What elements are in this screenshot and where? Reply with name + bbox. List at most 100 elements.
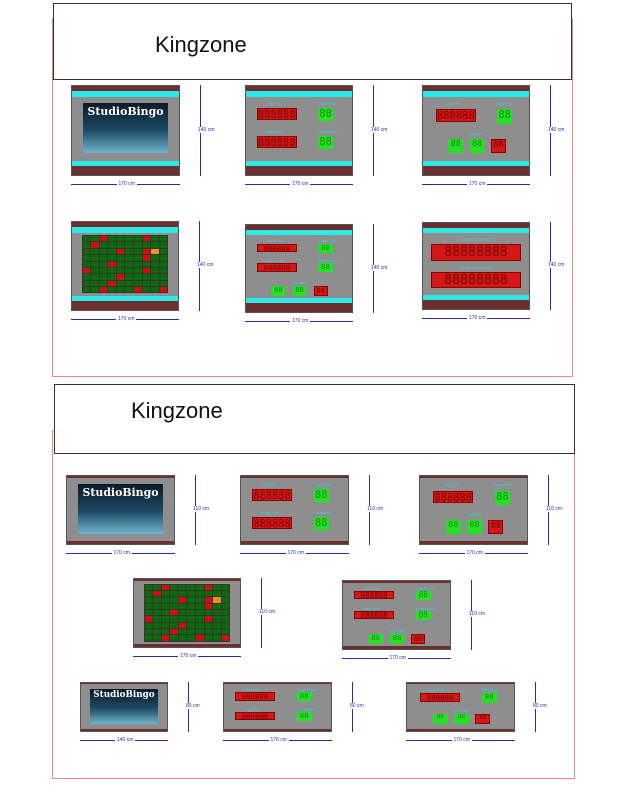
bingo-cell: [187, 635, 196, 641]
display-panel-logo: StudioBingo: [71, 85, 180, 176]
bingo-cell: [108, 274, 116, 280]
height-dimension-label: 110 cm: [469, 611, 486, 617]
bingo-cell: [187, 622, 196, 629]
red-digit-display: 888888: [251, 489, 293, 501]
bingo-cell: [196, 616, 204, 622]
brown-bar-bottom: [224, 729, 331, 731]
bingo-cell: [82, 267, 91, 274]
cyan-bar-top: [246, 91, 352, 97]
bingo-cell: [99, 242, 108, 248]
display-panel-prizes_balls: Line Prize Super Prize 888888 88 Bingo Prize…: [342, 580, 451, 650]
display-label: Bingo Prize: [243, 707, 262, 712]
studiobingo-logo: StudioBingo: [82, 103, 169, 154]
bingo-cell: [213, 597, 221, 603]
bingo-cell: [151, 242, 159, 248]
bingo-cell: [153, 584, 161, 590]
bingo-cell: [82, 236, 91, 242]
bingo-cell: [82, 255, 91, 261]
bingo-cell: [178, 609, 187, 616]
bingo-cell: [196, 635, 204, 641]
display-label: Current Ball: [318, 130, 337, 134]
bingo-cell: [108, 242, 116, 248]
brown-bar-bottom: [72, 301, 178, 310]
bingo-cell: [161, 609, 170, 616]
bingo-cell: [170, 603, 178, 609]
bingo-cell: [108, 255, 116, 261]
bingo-cell: [187, 590, 196, 597]
brown-bar-bottom: [407, 729, 514, 731]
brown-bar-bottom: [134, 644, 240, 647]
bingo-cell: [159, 255, 168, 261]
display-label: Last Balls: [465, 512, 482, 517]
display-label: Bingo Prize: [260, 510, 279, 515]
display-panel-board: [133, 578, 241, 648]
cyan-bar-bottom: [423, 160, 529, 167]
brown-bar-top: [420, 476, 527, 479]
bingo-cell: [196, 590, 204, 597]
bingo-cell: [134, 280, 142, 286]
height-dimension-label: 80 cm: [533, 703, 547, 709]
display-label: Super Prize: [480, 688, 499, 692]
bingo-cell: [196, 629, 204, 635]
bingo-cell: [134, 274, 142, 280]
bingo-cell: [159, 287, 168, 293]
bingo-cell: [204, 597, 213, 603]
green-digit-display: 88: [432, 713, 448, 724]
bingo-cell: [221, 635, 230, 641]
display-label: Line Prize: [245, 688, 261, 692]
bingo-cell: [178, 622, 187, 629]
bingo-cell: [134, 242, 142, 248]
display-label: Line Prize: [266, 239, 283, 244]
brown-bar-top: [246, 86, 352, 92]
bingo-cell: [196, 584, 204, 590]
bingo-cell: [178, 603, 187, 609]
bingo-cell: [116, 255, 125, 261]
bingo-cell: [125, 236, 134, 242]
bingo-cell: [91, 280, 99, 286]
bingo-cell: [153, 597, 161, 603]
display-label: Line Prize: [444, 101, 461, 106]
red-digit-display: 888888: [234, 692, 276, 701]
red-digit-display: 888888: [256, 243, 297, 252]
display-label: Super Prize: [314, 483, 333, 488]
green-digit-display: 88: [469, 138, 485, 154]
brown-bar-bottom: [72, 166, 179, 175]
green-digit-display: 88: [296, 692, 312, 702]
bingo-cell: [142, 280, 151, 286]
bingo-cell: [159, 248, 168, 255]
bingo-cell: [204, 584, 213, 590]
red-digit-display: 88888888: [431, 271, 521, 288]
bingo-cell: [99, 236, 108, 242]
display-panel-logo: StudioBingo: [80, 682, 168, 732]
bingo-cell: [144, 629, 153, 635]
display-panel-logo: StudioBingo: [66, 475, 175, 545]
bingo-cell: [204, 616, 213, 622]
bingo-cell: [161, 635, 170, 641]
bingo-cell: [144, 590, 153, 597]
bingo-cell: [187, 616, 196, 622]
green-digit-display: 88: [368, 633, 383, 645]
display-label: Line Prize: [266, 101, 283, 106]
section-header-2: Kingzone: [54, 384, 575, 454]
bingo-cell: [144, 609, 153, 616]
bingo-cell: [161, 603, 170, 609]
bingo-cell: [116, 242, 125, 248]
bingo-cell: [170, 597, 178, 603]
cyan-bar-bottom: [72, 160, 179, 167]
green-digit-display: 88: [271, 285, 286, 297]
bingo-cell: [134, 236, 142, 242]
bingo-cell: [91, 261, 99, 267]
display-label: Super Prize: [495, 101, 514, 106]
display-label: Line Prize: [442, 483, 458, 488]
cyan-bar-top: [423, 228, 529, 234]
bingo-cell: [134, 267, 142, 274]
brown-bar-bottom: [246, 303, 352, 312]
bingo-cell: [144, 584, 153, 590]
height-dimension-label: 110 cm: [259, 609, 276, 615]
display-label: Line Prize: [262, 483, 278, 488]
red-digit-display: 888888: [432, 490, 474, 504]
section-title: Kingzone: [155, 32, 247, 57]
bingo-cell: [196, 603, 204, 609]
bingo-cell: [213, 616, 221, 622]
bingo-cell: [213, 590, 221, 597]
